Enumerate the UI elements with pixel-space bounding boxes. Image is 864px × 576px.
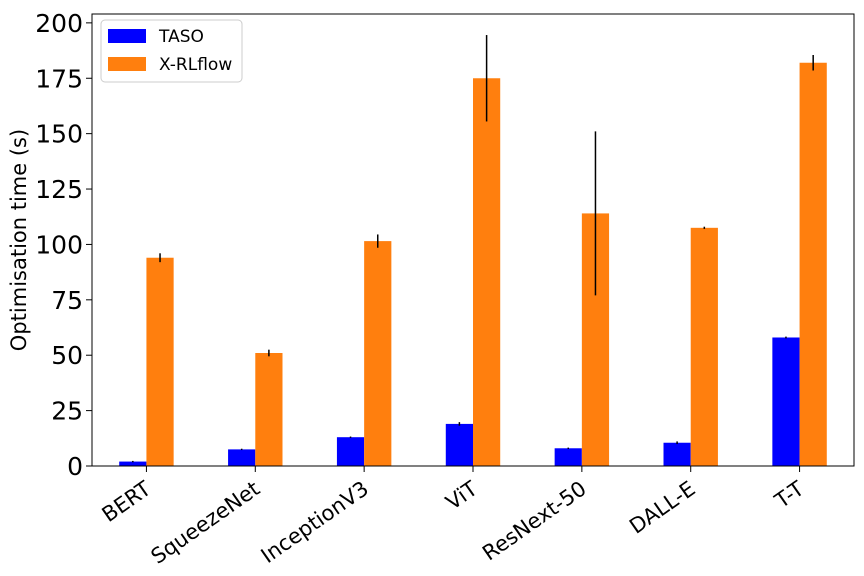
bar-taso-0 xyxy=(119,461,147,466)
y-tick-label: 25 xyxy=(51,397,83,426)
x-tick-label: BERT xyxy=(98,476,156,526)
y-tick-label: 200 xyxy=(35,9,83,38)
bars-layer xyxy=(119,62,827,467)
x-tick-label: ResNext-50 xyxy=(478,476,591,565)
bar-x-rlflow-2 xyxy=(364,241,392,466)
x-tick-label: DALL-E xyxy=(625,476,699,538)
y-axis-title: Optimisation time (s) xyxy=(7,129,31,351)
bar-x-rlflow-0 xyxy=(146,257,174,466)
bar-x-rlflow-6 xyxy=(799,62,827,467)
y-tick-label: 75 xyxy=(51,286,83,315)
y-tick-label: 150 xyxy=(35,120,83,149)
y-tick-label: 125 xyxy=(35,175,83,204)
legend-label-taso: TASO xyxy=(158,27,204,47)
bar-x-rlflow-1 xyxy=(255,353,283,466)
y-tick-label: 0 xyxy=(67,452,83,481)
bar-taso-6 xyxy=(772,337,800,466)
x-tick-label: SqueezeNet xyxy=(147,476,264,568)
bar-taso-3 xyxy=(445,423,473,466)
bar-taso-4 xyxy=(554,448,582,466)
bar-x-rlflow-3 xyxy=(473,78,501,466)
x-tick-label: ViT xyxy=(441,476,482,514)
x-tick-label: InceptionV3 xyxy=(257,476,373,568)
legend-label-x-rlflow: X-RLflow xyxy=(159,55,232,75)
bar-taso-1 xyxy=(228,449,256,466)
legend-swatch-x-rlflow xyxy=(108,57,146,71)
y-tick-label: 50 xyxy=(51,341,83,370)
y-tick-label: 100 xyxy=(35,230,83,259)
legend: TASO X-RLflow xyxy=(100,19,243,83)
bar-taso-5 xyxy=(663,442,691,466)
bar-x-rlflow-5 xyxy=(690,227,718,466)
x-tick-label: T-T xyxy=(770,476,809,513)
y-tick-label: 175 xyxy=(35,64,83,93)
legend-swatch-taso xyxy=(108,29,146,43)
error-bars-layer xyxy=(132,35,814,463)
bar-taso-2 xyxy=(336,437,365,466)
